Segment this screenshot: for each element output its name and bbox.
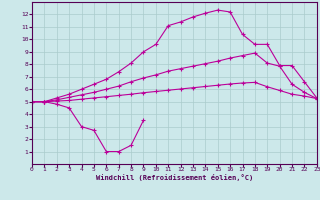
X-axis label: Windchill (Refroidissement éolien,°C): Windchill (Refroidissement éolien,°C) [96, 174, 253, 181]
